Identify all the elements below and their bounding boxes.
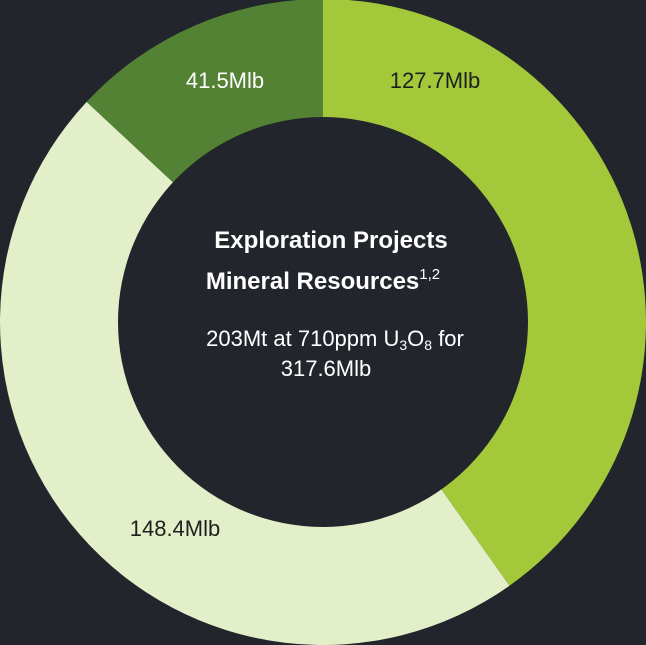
center-subtitle: 203Mt at 710ppm U3O8 for bbox=[206, 326, 464, 353]
donut-hole bbox=[118, 117, 528, 527]
subtitle-part: O bbox=[407, 326, 424, 351]
center-subtitle: 317.6Mlb bbox=[281, 356, 372, 381]
title-line: Mineral Resources bbox=[206, 268, 419, 295]
value-label: 127.7Mlb bbox=[390, 68, 481, 93]
title-superscript: 1,2 bbox=[419, 266, 440, 283]
value-label: 41.5Mlb bbox=[186, 68, 264, 93]
title-line: Exploration Projects bbox=[214, 227, 447, 254]
subtitle-part: 203Mt at 710ppm U bbox=[206, 326, 399, 351]
labels: 127.7Mlb 148.4Mlb 41.5Mlb bbox=[130, 68, 481, 541]
subtitle-part: for bbox=[432, 326, 464, 351]
subtitle-part: 317.6Mlb bbox=[281, 356, 372, 381]
value-label: 148.4Mlb bbox=[130, 516, 221, 541]
center-title: Mineral Resources1,2 bbox=[206, 266, 440, 295]
center-title: Exploration Projects bbox=[214, 227, 447, 254]
subtitle-subscript: 8 bbox=[424, 337, 432, 353]
subtitle-subscript: 3 bbox=[399, 337, 407, 353]
